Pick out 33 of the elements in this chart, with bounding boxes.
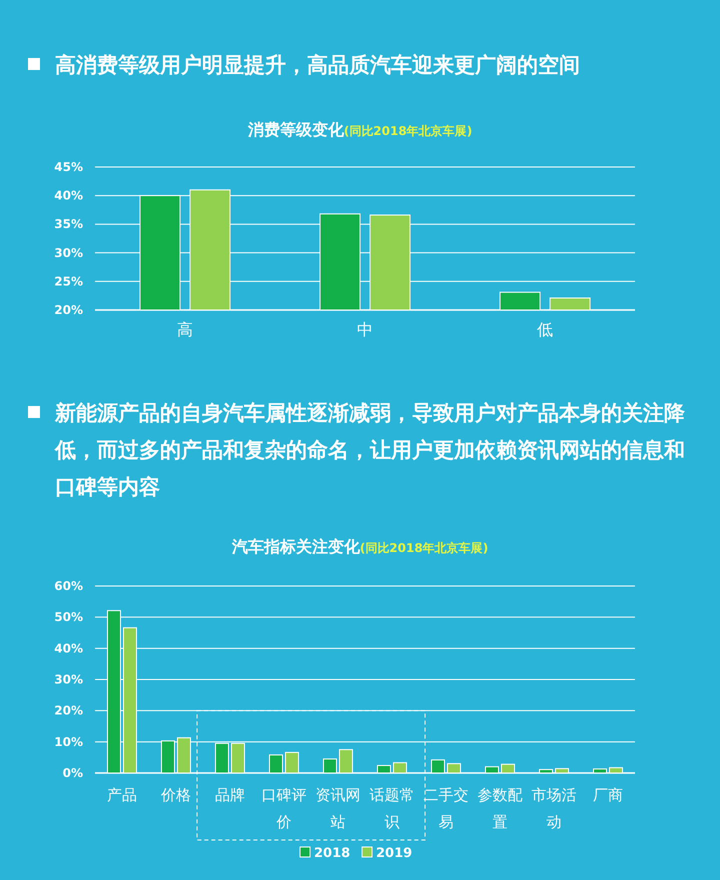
x-tick-label: 中 [357, 320, 373, 339]
x-tick-label: 价格 [160, 786, 191, 804]
y-tick-label: 45% [54, 160, 83, 174]
y-tick-label: 30% [54, 672, 83, 686]
y-tick-label: 40% [54, 188, 83, 203]
x-tick-label: 口碑评价 [262, 786, 306, 831]
x-tick-label: 参数配置 [478, 786, 522, 831]
y-tick-label: 0% [62, 766, 83, 780]
y-tick-label: 30% [54, 246, 83, 260]
y-tick-label: 20% [54, 704, 83, 718]
chart-subtitle: (同比2018年北京车展) [344, 124, 472, 138]
legend-label: 2019 [376, 846, 412, 861]
x-tick-label: 品牌 [215, 786, 245, 804]
y-tick-label: 20% [54, 303, 83, 317]
y-tick-label: 10% [54, 734, 83, 749]
chart-title: 消费等级变化 [246, 120, 345, 139]
x-tick-label: 资讯网站 [316, 786, 360, 831]
y-tick-label: 35% [54, 217, 83, 232]
y-tick-label: 40% [54, 641, 83, 656]
x-tick-label: 低 [537, 320, 553, 339]
chart-subtitle: (同比2018年北京车展) [360, 541, 488, 555]
legend-label: 2018 [314, 846, 350, 861]
y-tick-label: 50% [54, 610, 83, 624]
chart-title: 汽车指标关注变化 [230, 537, 361, 556]
x-tick-label: 产品 [107, 786, 137, 804]
x-tick-label: 市场活动 [532, 786, 576, 831]
y-tick-label: 25% [54, 274, 83, 288]
text: 高消费等级用户明显提升，高品质汽车迎来更广阔的空间 [55, 53, 580, 77]
x-tick-label: 话题常识 [370, 786, 414, 831]
y-tick-label: 60% [54, 579, 83, 593]
x-tick-label: 高 [177, 320, 193, 339]
text: 新能源产品的自身汽车属性逐渐减弱，导致用户对产品本身的关注降低，而过多的产品和复杂的命名，让用户更加依赖资讯网站的信息和口碑等内容 [54, 401, 686, 499]
x-tick-label: 厂商 [593, 786, 623, 804]
